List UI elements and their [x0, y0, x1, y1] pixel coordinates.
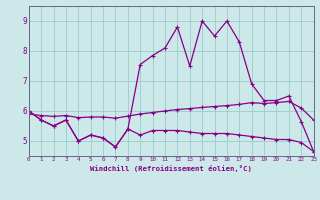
X-axis label: Windchill (Refroidissement éolien,°C): Windchill (Refroidissement éolien,°C)	[90, 165, 252, 172]
